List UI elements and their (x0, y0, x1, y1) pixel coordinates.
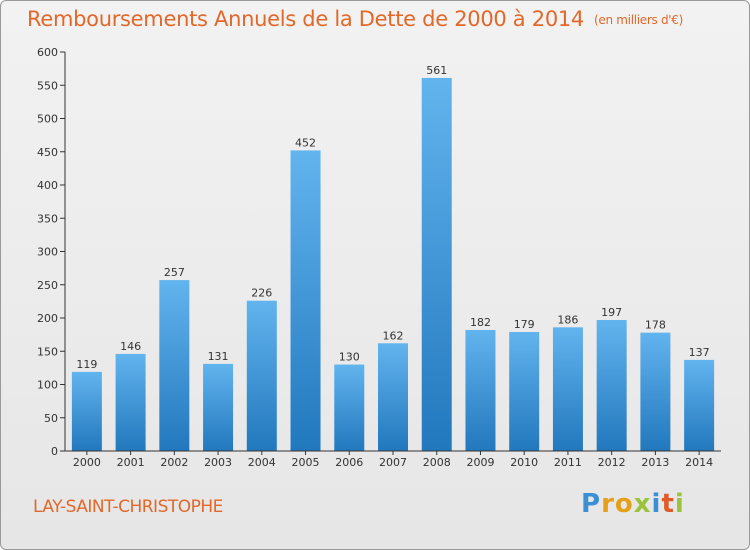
data-label: 186 (557, 313, 578, 326)
x-tick-label: 2013 (641, 456, 669, 469)
y-tick-label: 550 (37, 79, 58, 92)
chart-title: Remboursements Annuels de la Dette de 20… (27, 7, 683, 31)
x-axis: 2000 2001 2002 2003 2004 2005 2006 2007 2008 2009… (65, 450, 721, 469)
data-label: 162 (383, 329, 404, 342)
y-tick-label: 50 (44, 412, 58, 425)
y-tick-label: 150 (37, 345, 58, 358)
y-tick-label: 400 (37, 179, 58, 192)
data-label: 561 (426, 64, 447, 77)
y-tick-label: 600 (37, 46, 58, 59)
y-tick-label: 250 (37, 279, 58, 292)
x-tick-label: 2002 (160, 456, 188, 469)
x-tick-label: 2010 (510, 456, 538, 469)
bar (421, 77, 452, 451)
x-tick-label: 2012 (598, 456, 626, 469)
data-label: 179 (514, 318, 535, 331)
commune-name: LAY-SAINT-CHRISTOPHE (33, 497, 223, 517)
bars-group: 119 146 257 131 226 452 130 162 561 182 179 186 197 1… (71, 64, 715, 452)
bar (203, 363, 234, 451)
y-tick-label: 0 (51, 445, 58, 458)
data-label: 226 (251, 287, 272, 300)
data-label: 178 (645, 319, 666, 332)
y-tick-label: 350 (37, 212, 58, 225)
data-label: 130 (339, 351, 360, 364)
y-axis: 0 50 100 150 200 250 300 350 400 450 500 550 600 (37, 46, 66, 458)
chart-title-text: Remboursements Annuels de la Dette de 20… (27, 7, 584, 31)
x-tick-label: 2003 (204, 456, 232, 469)
bar (509, 331, 540, 451)
data-label: 119 (76, 358, 97, 371)
data-label: 452 (295, 136, 316, 149)
data-label: 257 (164, 266, 185, 279)
data-label: 197 (601, 306, 622, 319)
data-label: 137 (689, 346, 710, 359)
x-tick-label: 2000 (73, 456, 101, 469)
y-tick-label: 450 (37, 146, 58, 159)
bar (334, 364, 365, 451)
x-tick-label: 2005 (292, 456, 320, 469)
bar (640, 332, 671, 451)
bar (290, 150, 321, 452)
bar (115, 353, 146, 451)
bar (378, 343, 408, 451)
x-tick-label: 2006 (335, 456, 363, 469)
bar (246, 300, 277, 451)
data-label: 131 (208, 350, 229, 363)
y-tick-label: 100 (37, 379, 58, 392)
x-tick-label: 2007 (379, 456, 407, 469)
data-label: 146 (120, 340, 141, 353)
x-tick-label: 2008 (423, 456, 451, 469)
data-label: 182 (470, 316, 491, 329)
bar (596, 319, 627, 451)
x-tick-label: 2009 (466, 456, 494, 469)
x-tick-label: 2011 (554, 456, 582, 469)
bar (552, 327, 583, 451)
chart-unit: (en milliers d'€) (594, 13, 684, 27)
bar (684, 359, 715, 451)
x-tick-label: 2004 (248, 456, 276, 469)
proxiti-logo: Proxiti (581, 489, 685, 519)
bar (465, 329, 496, 451)
y-tick-label: 200 (37, 312, 58, 325)
x-tick-label: 2014 (685, 456, 713, 469)
bar (159, 280, 190, 451)
x-tick-label: 2001 (117, 456, 145, 469)
y-tick-label: 500 (37, 113, 58, 126)
y-tick-label: 300 (37, 246, 58, 259)
bar (71, 371, 102, 451)
